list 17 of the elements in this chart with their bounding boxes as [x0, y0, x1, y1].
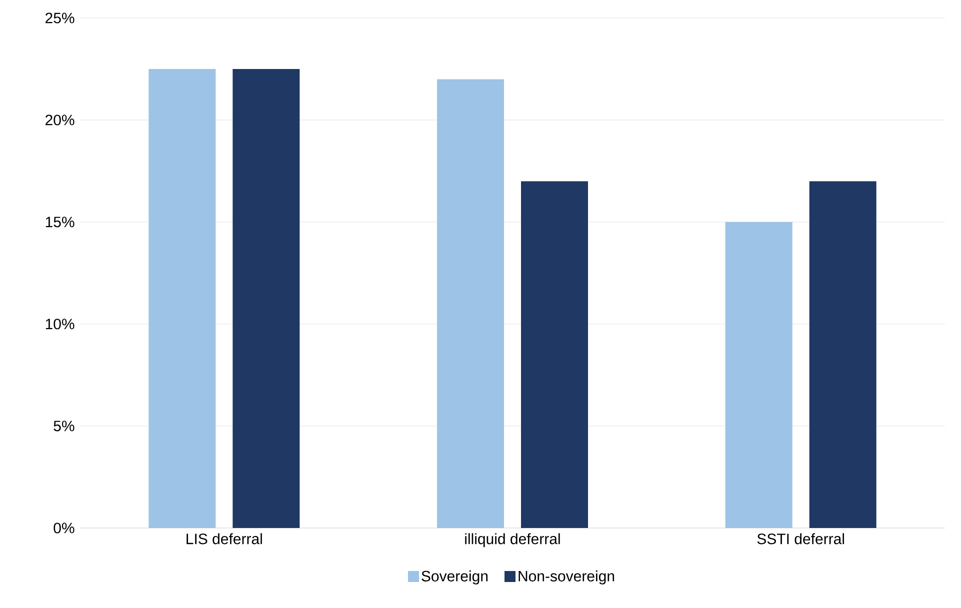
- legend-label: Sovereign: [422, 570, 488, 584]
- y-tick-label: 5%: [54, 420, 74, 432]
- x-tick-label: SSTI deferral: [757, 533, 844, 544]
- bar: [232, 68, 300, 528]
- bar: [148, 68, 216, 528]
- x-tick-label: LIS deferral: [186, 533, 262, 544]
- y-tick-label: 0%: [54, 522, 74, 534]
- bar: [521, 181, 588, 528]
- bar: [809, 181, 876, 528]
- bar: [725, 222, 792, 528]
- y-tick-label: 10%: [46, 318, 74, 330]
- y-tick-label: 15%: [46, 216, 74, 228]
- y-tick-label: 20%: [46, 114, 74, 126]
- y-tick-label: 25%: [46, 12, 74, 24]
- legend-label: Non-sovereign: [518, 570, 614, 584]
- bar: [437, 79, 504, 528]
- x-tick-label: illiquid deferral: [465, 533, 560, 548]
